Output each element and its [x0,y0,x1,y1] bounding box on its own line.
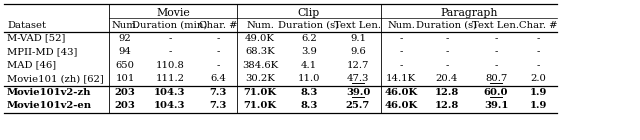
Text: Duration (min): Duration (min) [132,20,208,30]
Text: 47.3: 47.3 [347,74,369,83]
Text: 7.3: 7.3 [209,88,227,97]
Text: Movie101v2-zh: Movie101v2-zh [7,88,92,97]
Text: Duration (s): Duration (s) [278,20,340,30]
Text: -: - [168,47,172,56]
Text: 101: 101 [115,74,134,83]
Text: 9.1: 9.1 [350,34,366,43]
Text: Char. #: Char. # [519,20,557,30]
Text: 60.0: 60.0 [484,88,508,97]
Text: M-VAD [52]: M-VAD [52] [7,34,65,43]
Text: -: - [494,34,498,43]
Text: 39.1: 39.1 [484,101,508,110]
Text: MPII-MD [43]: MPII-MD [43] [7,47,77,56]
Text: 1.9: 1.9 [529,101,547,110]
Text: Char. #: Char. # [199,20,237,30]
Text: 71.0K: 71.0K [243,101,276,110]
Text: 7.3: 7.3 [209,101,227,110]
Text: 12.8: 12.8 [435,101,459,110]
Text: 9.6: 9.6 [350,47,366,56]
Text: -: - [216,61,220,70]
Text: Dataset: Dataset [7,20,46,30]
Text: -: - [216,47,220,56]
Text: 68.3K: 68.3K [245,47,275,56]
Text: 1.9: 1.9 [529,88,547,97]
Text: Num.: Num. [246,20,274,30]
Text: Clip: Clip [298,8,320,18]
Text: -: - [399,34,403,43]
Text: 49.0K: 49.0K [245,34,275,43]
Text: -: - [399,47,403,56]
Text: -: - [445,34,449,43]
Text: 104.3: 104.3 [154,88,186,97]
Text: 104.3: 104.3 [154,101,186,110]
Text: 20.4: 20.4 [436,74,458,83]
Text: 92: 92 [118,34,131,43]
Text: -: - [536,61,540,70]
Text: 384.6K: 384.6K [242,61,278,70]
Text: Text Len.: Text Len. [472,20,520,30]
Text: 46.0K: 46.0K [385,101,418,110]
Text: Movie: Movie [156,8,190,18]
Text: Num.: Num. [111,20,139,30]
Text: 12.7: 12.7 [347,61,369,70]
Text: -: - [494,61,498,70]
Text: 111.2: 111.2 [156,74,184,83]
Text: 3.9: 3.9 [301,47,317,56]
Text: 11.0: 11.0 [298,74,320,83]
Text: 203: 203 [115,101,136,110]
Text: 650: 650 [115,61,134,70]
Text: 94: 94 [118,47,131,56]
Text: 6.2: 6.2 [301,34,317,43]
Text: 39.0: 39.0 [346,88,370,97]
Text: 25.7: 25.7 [346,101,370,110]
Text: 30.2K: 30.2K [245,74,275,83]
Text: Num.: Num. [387,20,415,30]
Text: -: - [494,47,498,56]
Text: 203: 203 [115,88,136,97]
Text: -: - [399,61,403,70]
Text: 2.0: 2.0 [530,74,546,83]
Text: 80.7: 80.7 [485,74,507,83]
Text: -: - [216,34,220,43]
Text: 6.4: 6.4 [210,74,226,83]
Text: 4.1: 4.1 [301,61,317,70]
Text: 110.8: 110.8 [156,61,184,70]
Text: MAD [46]: MAD [46] [7,61,56,70]
Text: Paragraph: Paragraph [440,8,498,18]
Text: 12.8: 12.8 [435,88,459,97]
Text: Movie101 (zh) [62]: Movie101 (zh) [62] [7,74,104,83]
Text: Duration (s): Duration (s) [417,20,477,30]
Text: -: - [536,34,540,43]
Text: 71.0K: 71.0K [243,88,276,97]
Text: Movie101v2-en: Movie101v2-en [7,101,92,110]
Text: -: - [536,47,540,56]
Text: -: - [445,61,449,70]
Text: 8.3: 8.3 [300,101,317,110]
Text: -: - [168,34,172,43]
Text: 14.1K: 14.1K [386,74,416,83]
Text: 8.3: 8.3 [300,88,317,97]
Text: Text Len.: Text Len. [335,20,381,30]
Text: 46.0K: 46.0K [385,88,418,97]
Text: -: - [445,47,449,56]
